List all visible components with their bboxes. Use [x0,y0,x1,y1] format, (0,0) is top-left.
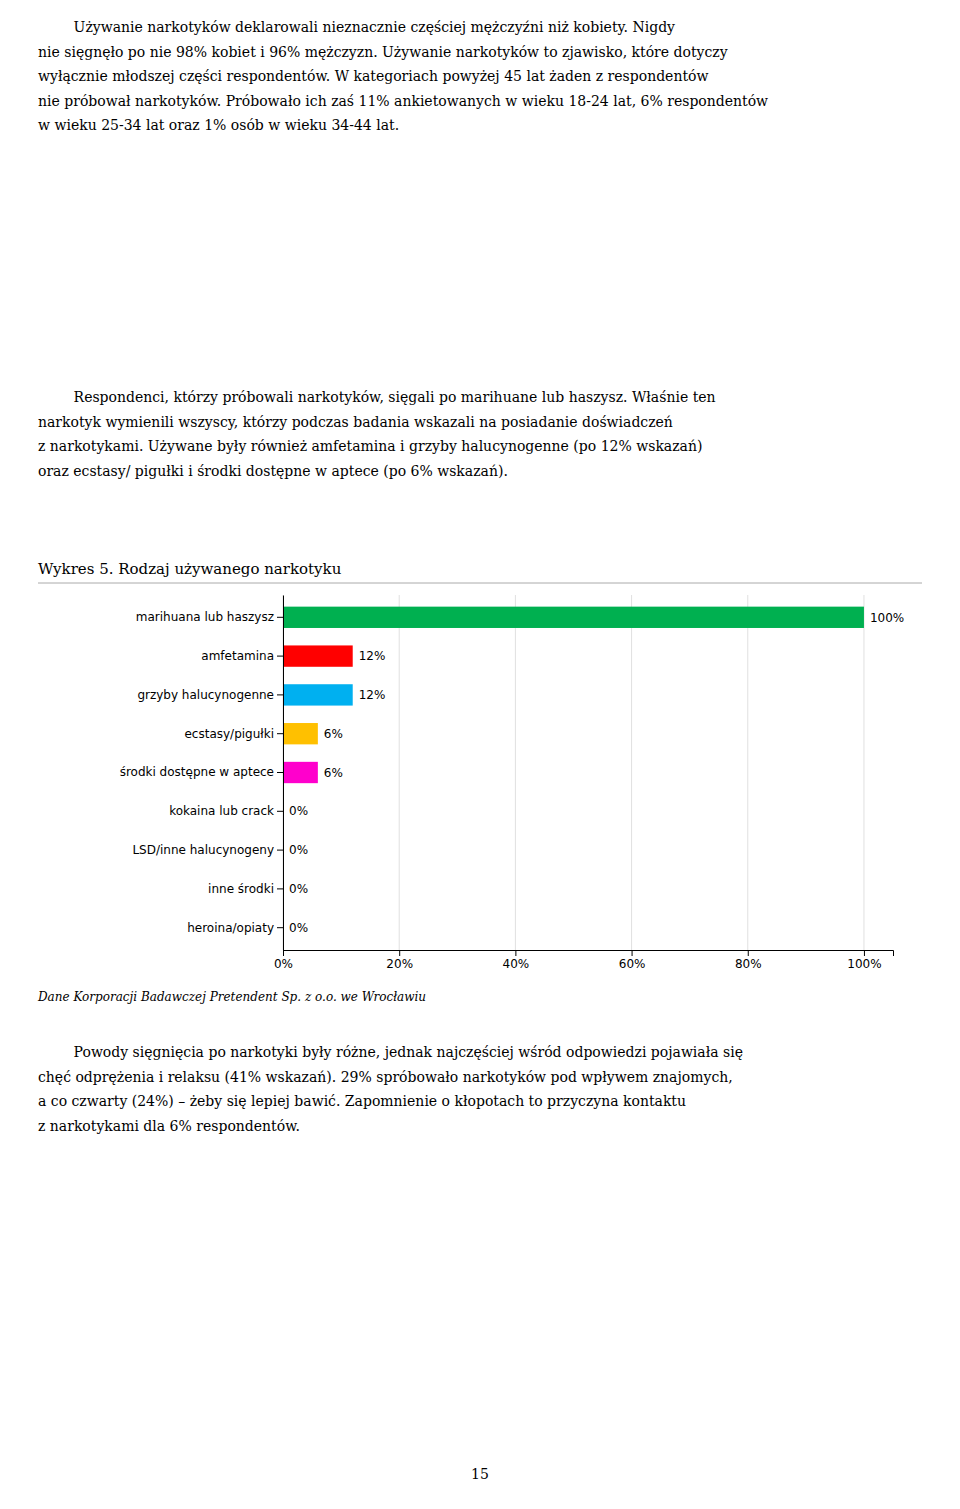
chart-title: Wykres 5. Rodzaj używanego narkotyku [38,560,342,578]
data-label: 12% [359,688,386,702]
x-tick-label: 80% [735,957,762,971]
y-tick: grzyby halucynogenne [137,688,283,702]
x-axis: 0% 20% 40% 60% 80% 100% [274,950,894,971]
x-tick-mark [864,950,865,956]
y-tick-mark [277,617,283,618]
y-tick: heroina/opiaty [187,921,283,935]
bar [283,684,353,705]
data-label: 12% [359,649,386,663]
y-tick-label: LSD/inne halucynogeny [132,843,274,857]
y-tick: marihuana lub haszysz [136,610,283,624]
data-label: 0% [289,843,308,857]
y-tick-label: ecstasy/pigułki [184,727,274,741]
source-note: Dane Korporacji Badawczej Pretendent Sp.… [38,990,426,1004]
grid-line [863,595,864,950]
x-tick-label: 0% [274,957,293,971]
x-tick-label: 60% [619,957,646,971]
title-rule [38,583,922,584]
y-tick: LSD/inne halucynogeny [132,843,283,857]
y-tick-mark [277,811,283,812]
y-tick: amfetamina [201,649,283,663]
x-tick-label: 20% [386,957,413,971]
data-label: 6% [324,766,343,780]
data-label: 6% [324,727,343,741]
x-axis-line [284,951,894,957]
y-tick-label: grzyby halucynogenne [137,688,274,702]
y-tick-label: amfetamina [201,649,274,663]
bar [283,607,864,628]
y-axis: heroina/opiaty inne środki LSD/inne halucy… [120,596,284,951]
data-labels: 0% 0% 0% 0% 6% 6% 12% 12% 100% [289,611,904,935]
grid-line [631,595,632,950]
bars [283,607,864,784]
body-text: Używanie narkotyków deklarowali nieznacz… [38,15,768,138]
x-tick: 0% [274,950,293,971]
y-tick-mark [277,888,283,889]
grid [283,595,864,950]
x-tick: 40% [503,950,530,971]
y-tick-label: inne środki [208,882,274,896]
bar [283,723,318,744]
data-label: 100% [870,611,904,625]
bar [283,645,353,666]
y-tick-mark [277,850,283,851]
bar [283,762,318,783]
y-tick: inne środki [208,882,283,896]
data-label: 0% [289,804,308,818]
x-tick-mark [399,950,400,956]
body-text: Powody sięgnięcia po narkotyki były różn… [38,1040,743,1138]
x-tick-mark [748,950,749,956]
y-tick-label: środki dostępne w aptece [120,765,274,779]
x-tick: 60% [619,950,646,971]
data-label: 0% [289,882,308,896]
x-tick-mark [283,950,284,956]
y-axis-line [283,596,284,951]
page-number: 15 [0,1466,960,1482]
x-tick-mark [515,950,516,956]
y-tick-label: kokaina lub crack [169,804,274,818]
y-tick-mark [277,656,283,657]
y-tick-mark [277,772,283,773]
x-tick-label: 100% [847,957,881,971]
y-tick-mark [277,927,283,928]
plot: 0% 0% 0% 0% 6% 6% 12% 12% 100% 0% 20% 40% 60% 80% 100%… [120,595,905,971]
y-tick-label: heroina/opiaty [187,921,274,935]
data-label: 0% [289,921,308,935]
x-tick: 100% [847,950,881,971]
y-tick: środki dostępne w aptece [120,765,283,779]
y-tick-mark [277,694,283,695]
y-tick-mark [277,733,283,734]
y-tick: ecstasy/pigułki [184,727,283,741]
grid-line [515,595,516,950]
chart: Wykres 5. Rodzaj używanego narkotyku0%0%… [0,540,960,1000]
y-tick-label: marihuana lub haszysz [136,610,274,624]
body-text: Respondenci, którzy próbowali narkotyków… [38,385,716,483]
x-tick-label: 40% [503,957,530,971]
grid-line [747,595,748,950]
grid-line [399,595,400,950]
x-tick: 20% [386,950,413,971]
x-tick-mark [632,950,633,956]
x-tick: 80% [735,950,762,971]
y-tick: kokaina lub crack [169,804,283,818]
